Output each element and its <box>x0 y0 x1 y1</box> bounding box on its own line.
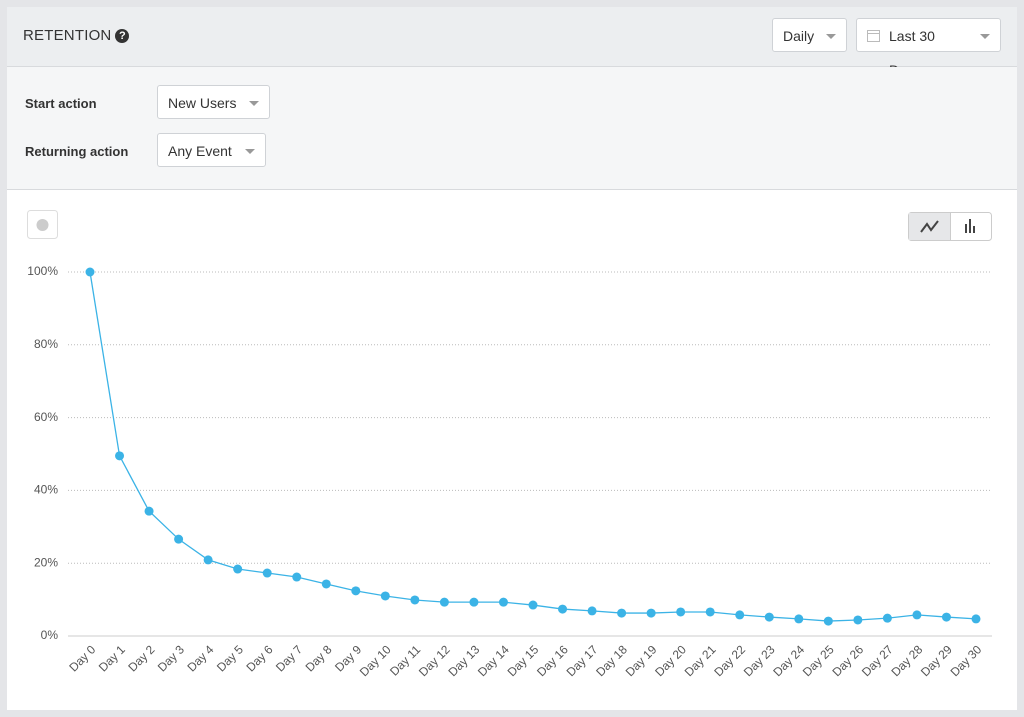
x-tick-label: Day 26 <box>829 642 866 679</box>
data-point <box>469 597 479 607</box>
data-point <box>498 597 508 607</box>
data-point <box>233 564 243 574</box>
x-tick-label: Day 1 <box>96 642 128 674</box>
retention-panel: RETENTION? Daily Last 30 Days Start acti… <box>7 7 1017 710</box>
x-tick-label: Day 28 <box>889 642 926 679</box>
x-tick-label: Day 3 <box>155 642 187 674</box>
data-point <box>823 616 833 626</box>
x-tick-label: Day 27 <box>859 642 896 679</box>
filter-label: Start action <box>25 96 97 111</box>
x-tick-label: Day 30 <box>948 642 985 679</box>
data-point <box>351 586 361 596</box>
data-point <box>321 579 331 589</box>
data-point <box>882 613 892 623</box>
y-tick-label: 80% <box>34 337 58 351</box>
x-tick-label: Day 0 <box>66 642 98 674</box>
data-point <box>971 614 981 624</box>
data-point <box>587 606 597 616</box>
data-point <box>794 614 804 624</box>
bar-icon[interactable] <box>965 219 975 233</box>
data-point <box>764 612 774 622</box>
filter-value: Any Event <box>168 143 232 159</box>
x-tick-label: Day 29 <box>918 642 955 679</box>
data-point <box>174 534 184 544</box>
filter-label: Returning action <box>25 144 129 159</box>
y-tick-label: 60% <box>34 410 58 424</box>
header: RETENTION? Daily Last 30 Days <box>7 7 1017 78</box>
help-icon[interactable]: ? <box>115 29 130 43</box>
data-point <box>676 607 686 617</box>
x-tick-label: Day 14 <box>475 642 512 679</box>
calendar-icon <box>867 30 880 42</box>
x-tick-label: Day 19 <box>623 642 660 679</box>
y-tick-label: 0% <box>41 628 59 642</box>
x-tick-label: Day 25 <box>800 642 837 679</box>
x-tick-label: Day 11 <box>387 642 423 678</box>
x-tick-label: Day 8 <box>303 642 335 674</box>
y-tick-label: 20% <box>34 555 58 569</box>
line-icon <box>920 220 939 233</box>
x-tick-label: Day 12 <box>416 642 453 679</box>
x-tick-label: Day 2 <box>125 642 157 674</box>
x-tick-label: Day 22 <box>711 642 748 679</box>
x-tick-label: Day 23 <box>741 642 778 679</box>
y-tick-label: 100% <box>27 264 58 278</box>
data-point <box>558 604 568 614</box>
x-tick-label: Day 7 <box>273 642 305 674</box>
filter-value: New Users <box>168 95 237 111</box>
data-point <box>85 267 95 277</box>
data-point <box>292 572 302 582</box>
data-point <box>528 600 538 610</box>
data-point <box>853 615 863 625</box>
x-tick-label: Day 17 <box>564 642 601 679</box>
data-point <box>380 591 390 601</box>
settings-icon <box>36 219 49 231</box>
interval-dropdown[interactable]: Daily <box>772 18 847 52</box>
filters: Start action New Users Returning action … <box>7 67 1017 190</box>
filter-dropdown[interactable]: New Users <box>157 85 270 119</box>
x-tick-label: Day 24 <box>770 642 807 679</box>
data-point <box>410 595 420 605</box>
data-point <box>646 608 656 618</box>
data-point <box>262 568 272 578</box>
title: RETENTION <box>23 27 112 44</box>
x-tick-label: Day 15 <box>505 642 542 679</box>
filter-dropdown[interactable]: Any Event <box>157 133 266 167</box>
data-point <box>203 555 213 565</box>
x-tick-label: Day 16 <box>534 642 571 679</box>
x-tick-label: Day 20 <box>652 642 689 679</box>
x-tick-label: Day 13 <box>446 642 483 679</box>
x-tick-label: Day 18 <box>593 642 630 679</box>
data-point <box>144 506 154 516</box>
data-point <box>617 608 627 618</box>
data-point <box>439 597 449 607</box>
data-point <box>735 610 745 620</box>
y-tick-label: 40% <box>34 483 58 497</box>
interval-value: Daily <box>783 28 815 44</box>
data-point <box>115 451 125 461</box>
x-tick-label: Day 4 <box>184 642 216 674</box>
data-point <box>941 612 951 622</box>
x-tick-label: Day 10 <box>357 642 394 679</box>
series-line <box>89 271 977 622</box>
range-dropdown[interactable]: Last 30 Days <box>856 18 1001 78</box>
data-point <box>912 610 922 620</box>
title-wrap: RETENTION? <box>23 27 130 44</box>
x-tick-label: Day 5 <box>214 642 246 674</box>
x-tick-label: Day 21 <box>682 642 719 679</box>
data-point <box>705 607 715 617</box>
x-tick-label: Day 6 <box>243 642 275 674</box>
